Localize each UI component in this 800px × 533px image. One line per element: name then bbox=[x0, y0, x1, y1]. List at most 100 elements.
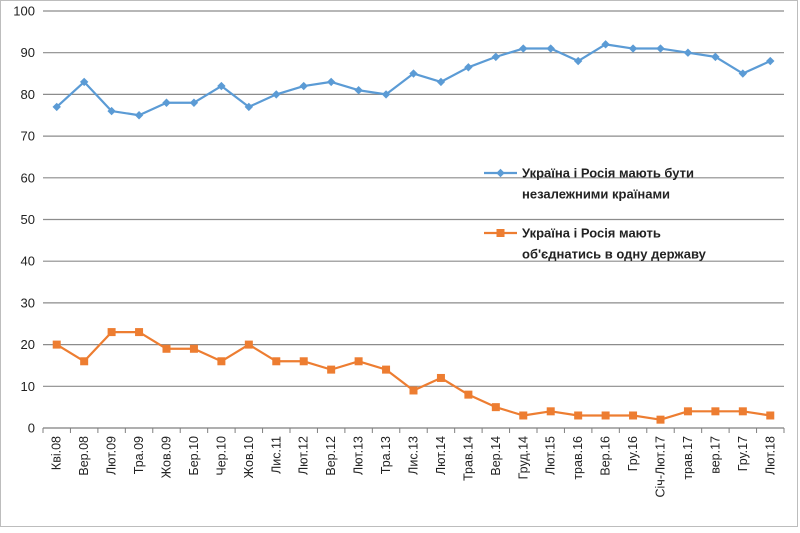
series-line bbox=[55, 43, 771, 117]
x-tick-label: Лют.12 bbox=[297, 436, 311, 475]
data-point bbox=[189, 98, 199, 107]
legend-label: Україна і Росія мають бути bbox=[522, 166, 694, 181]
data-point bbox=[272, 90, 281, 99]
x-tick-label: Вер.14 bbox=[489, 436, 503, 476]
data-point bbox=[80, 357, 89, 366]
y-axis-ticks: 0 10 20 30 40 50 60 70 80 90 100 bbox=[13, 4, 35, 436]
y-tick-label: 60 bbox=[21, 170, 35, 185]
x-tick-label: Вер.08 bbox=[77, 436, 91, 476]
data-point bbox=[656, 415, 665, 424]
x-tick-label: Лют.13 bbox=[352, 436, 366, 475]
y-tick-label: 100 bbox=[13, 4, 35, 19]
data-point bbox=[683, 407, 692, 416]
x-tick-label: Лют.14 bbox=[434, 436, 448, 475]
x-tick-label: Гру.16 bbox=[626, 436, 640, 471]
x-tick-label: Лис.11 bbox=[269, 436, 283, 474]
data-point bbox=[491, 52, 501, 62]
x-tick-label: Бер.10 bbox=[187, 436, 201, 476]
legend-item-1: Україна і Росія мають бути незалежними кр… bbox=[484, 166, 694, 202]
data-point bbox=[299, 357, 308, 366]
y-tick-label: 30 bbox=[21, 295, 35, 310]
y-tick-label: 90 bbox=[21, 45, 35, 60]
data-point bbox=[573, 56, 583, 66]
data-point bbox=[107, 106, 116, 116]
data-point bbox=[409, 69, 418, 78]
data-point bbox=[519, 411, 528, 420]
data-point bbox=[464, 63, 473, 72]
legend-label: незалежними країнами bbox=[522, 187, 670, 202]
data-point bbox=[601, 40, 610, 49]
x-tick-label: вер.17 bbox=[708, 436, 722, 474]
x-tick-label: Тра.13 bbox=[379, 436, 393, 474]
data-point bbox=[683, 48, 693, 57]
x-tick-label: Лют.18 bbox=[763, 436, 777, 475]
data-point bbox=[436, 373, 445, 382]
y-tick-label: 40 bbox=[21, 254, 35, 269]
x-axis bbox=[42, 427, 785, 433]
x-tick-label: Січ-Лют.17 bbox=[654, 436, 668, 498]
data-point bbox=[546, 44, 555, 53]
data-point bbox=[436, 77, 446, 87]
y-tick-label: 50 bbox=[21, 212, 35, 227]
x-tick-label: Тра.09 bbox=[132, 436, 146, 474]
data-point bbox=[546, 407, 555, 416]
data-point bbox=[711, 407, 720, 416]
data-point bbox=[738, 69, 748, 78]
data-point bbox=[135, 328, 144, 337]
x-tick-label: трав.17 bbox=[681, 436, 695, 480]
x-tick-label: трав.16 bbox=[571, 436, 585, 480]
gridlines bbox=[43, 10, 784, 387]
data-point bbox=[299, 81, 308, 91]
data-point bbox=[381, 90, 391, 99]
data-point bbox=[409, 386, 418, 395]
data-point bbox=[244, 340, 253, 349]
legend-swatch-marker bbox=[496, 229, 505, 237]
legend-swatch-marker bbox=[496, 168, 505, 178]
data-point bbox=[601, 411, 610, 420]
data-point bbox=[217, 357, 226, 366]
y-tick-label: 0 bbox=[28, 421, 35, 436]
series-1 bbox=[52, 40, 775, 120]
data-point bbox=[766, 411, 775, 420]
data-point bbox=[162, 344, 171, 353]
y-tick-label: 10 bbox=[21, 379, 35, 394]
legend-label: Україна і Росія мають bbox=[522, 226, 661, 241]
data-point bbox=[766, 56, 775, 66]
data-point bbox=[656, 44, 665, 53]
x-tick-label: Жов.09 bbox=[160, 436, 174, 478]
data-point bbox=[629, 411, 638, 420]
x-axis-ticks: Кві.08 Вер.08 Лют.09 Тра.09 Жов.09 Бер.10 Чер.… bbox=[50, 436, 778, 498]
data-point bbox=[162, 98, 171, 107]
x-tick-label: Лют.15 bbox=[544, 436, 558, 475]
data-point bbox=[354, 86, 363, 95]
data-point bbox=[711, 52, 720, 62]
x-tick-label: Кві.08 bbox=[50, 436, 64, 470]
x-tick-label: Груд.14 bbox=[516, 436, 530, 479]
data-point bbox=[217, 81, 226, 91]
legend-label: об'єднатись в одну державу bbox=[522, 247, 707, 262]
x-tick-label: Жов.10 bbox=[242, 436, 256, 478]
data-point bbox=[464, 390, 473, 399]
y-tick-label: 20 bbox=[21, 337, 35, 352]
data-point bbox=[107, 328, 116, 337]
data-point bbox=[326, 77, 336, 87]
x-tick-label: Вер.12 bbox=[324, 436, 338, 476]
data-point bbox=[382, 365, 391, 374]
y-tick-label: 80 bbox=[21, 87, 35, 102]
data-point bbox=[52, 102, 61, 112]
x-tick-label: Вер.16 bbox=[599, 436, 613, 476]
data-point bbox=[79, 77, 89, 87]
series-2 bbox=[52, 328, 775, 424]
data-point bbox=[134, 111, 144, 120]
y-tick-label: 70 bbox=[21, 129, 35, 144]
data-point bbox=[491, 403, 500, 412]
x-tick-label: Трав.14 bbox=[461, 436, 475, 481]
data-point bbox=[628, 44, 638, 53]
data-point bbox=[244, 102, 254, 112]
data-point bbox=[738, 407, 747, 416]
x-tick-label: Лют.09 bbox=[105, 436, 119, 475]
x-tick-label: Лис.13 bbox=[407, 436, 421, 475]
x-tick-label: Чер.10 bbox=[214, 436, 228, 476]
